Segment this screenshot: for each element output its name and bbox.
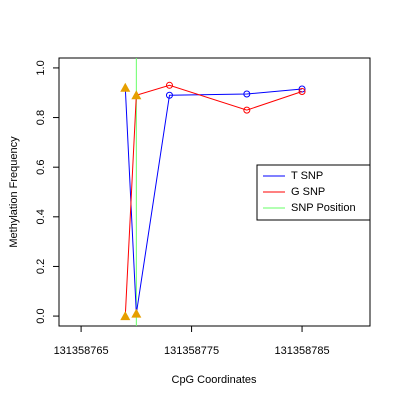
legend-label: SNP Position [291,202,356,214]
x-tick-label: 131358775 [164,345,219,357]
data-point [243,106,251,114]
series-line [124,84,303,317]
x-tick-label: 131358785 [275,345,330,357]
legend-label: T SNP [291,170,323,182]
snp-marker [131,308,142,318]
data-point [243,90,251,98]
x-tick-label: 131358765 [54,345,109,357]
x-axis-label: CpG Coordinates [172,374,257,386]
y-axis-label: Methylation Frequency [8,136,20,248]
snp-marker [120,311,131,321]
y-tick-label: 1.0 [35,60,47,75]
y-tick-label: 0.4 [35,209,47,224]
y-tick-label: 0.2 [35,259,47,274]
y-tick-label: 0.6 [35,160,47,175]
data-point [165,91,173,99]
legend-label: G SNP [291,186,325,198]
data-point [298,88,306,95]
snp-marker [131,90,142,100]
series-line [124,87,303,314]
y-tick-label: 0.0 [35,308,47,323]
y-tick-label: 0.8 [35,110,47,125]
data-point [165,81,173,89]
snp-marker [120,82,131,92]
